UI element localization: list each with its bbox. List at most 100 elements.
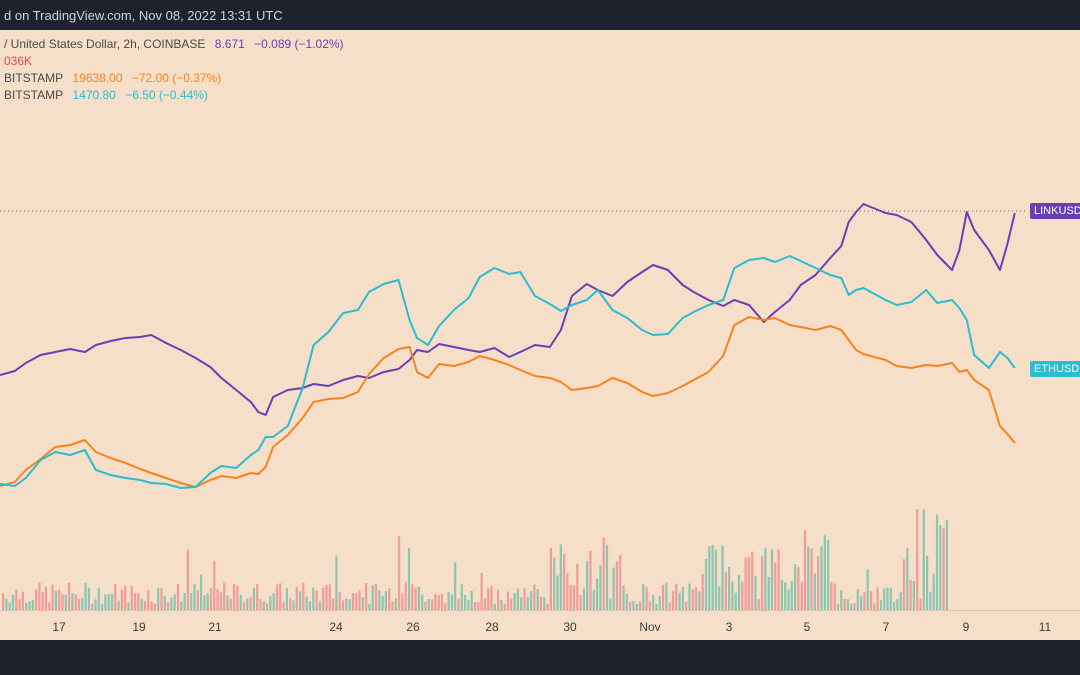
volume-bar (203, 595, 206, 610)
volume-bar (117, 600, 120, 610)
legend-row-eth: BITSTAMP 1470.80 −6.50 (−0.44%) (4, 88, 214, 102)
volume-bar (599, 565, 602, 610)
volume-bar (173, 594, 176, 610)
legend-link-name: / United States Dollar, 2h, COINBASE (4, 37, 206, 51)
volume-bar (470, 591, 473, 610)
volume-bar (744, 557, 747, 610)
volume-bar (252, 587, 255, 610)
volume-bar (308, 601, 312, 610)
volume-bar (902, 559, 906, 610)
volume-bar (302, 582, 305, 610)
volume-bar (351, 593, 354, 610)
volume-bar (794, 564, 797, 610)
time-tick-label: Nov (639, 620, 661, 634)
eth-line (0, 255, 1016, 489)
volume-bar (820, 546, 823, 610)
volume-bar (912, 580, 915, 610)
volume-bar (503, 603, 506, 610)
time-tick-label: 19 (132, 620, 146, 634)
volume-bar (572, 585, 576, 610)
source-attribution: d on TradingView.com, Nov 08, 2022 13:31… (4, 8, 283, 23)
time-tick-label: 17 (52, 620, 66, 634)
volume-bar (642, 584, 645, 610)
volume-bar (120, 589, 123, 610)
volume-bar (464, 594, 467, 610)
volume-bar (840, 590, 843, 610)
volume-bar (110, 593, 114, 610)
volume-bar (576, 563, 579, 610)
legend-eth-name: BITSTAMP (4, 88, 64, 102)
btc-line (0, 316, 1016, 488)
volume-bar (94, 599, 97, 610)
volume-bar (213, 560, 216, 610)
volume-bar (886, 587, 889, 610)
volume-bar (186, 549, 189, 610)
volume-bar (209, 588, 213, 610)
volume-bar (434, 594, 437, 610)
volume-bar (737, 575, 741, 610)
volume-bar (31, 599, 34, 610)
time-axis[interactable]: 17 19 21 24 26 28 30 Nov 3 5 7 9 11 (0, 610, 1080, 641)
volume-bar (490, 585, 493, 610)
volume-bar (539, 596, 543, 610)
volume-bar (460, 584, 463, 610)
legend-btc-name: BITSTAMP (4, 71, 64, 85)
volume-bar (239, 594, 242, 610)
volume-bar (863, 592, 866, 610)
volume-bar (520, 597, 523, 610)
volume-bar (81, 598, 84, 610)
legend-link-change: −0.089 (−1.02%) (254, 37, 344, 51)
volume-bar (817, 555, 820, 610)
volume-bar (586, 560, 589, 610)
volume-bar (827, 540, 830, 610)
volume-bar (556, 575, 559, 610)
volume-bar (675, 583, 678, 610)
volume-bar (883, 588, 886, 610)
legend-row-btc: BITSTAMP 19638.00 −72.00 (−0.37%) (4, 71, 227, 85)
volume-bar (2, 593, 5, 610)
volume-bar (97, 587, 100, 610)
volume-bar (926, 555, 929, 610)
time-tick-label: 11 (1038, 620, 1052, 634)
volume-bar (846, 599, 849, 610)
volume-bar (414, 587, 417, 610)
volume-bar (388, 588, 391, 610)
volume-bar (945, 520, 948, 610)
volume-bar (629, 601, 632, 610)
volume-bar (335, 555, 338, 610)
volume-bar (170, 597, 173, 610)
volume-bar (401, 593, 404, 610)
volume-bar (312, 587, 315, 610)
volume-bar (932, 573, 935, 610)
volume-bar (236, 585, 239, 610)
volume-bar (784, 582, 787, 610)
price-lines (0, 203, 1016, 489)
volume-bar (889, 587, 892, 610)
volume-bar (909, 579, 912, 610)
volume-bar (823, 535, 826, 610)
volume-bar (596, 578, 599, 610)
volume-bar (770, 549, 774, 610)
volume-bar (269, 596, 272, 610)
volume-bar (407, 548, 411, 610)
volume-bar (612, 567, 615, 610)
volume-bar (668, 602, 671, 610)
volume-bar (193, 583, 196, 610)
volume-bar (473, 601, 477, 610)
volume-bar (467, 600, 470, 610)
volume-bar (691, 589, 694, 610)
volume-bar (292, 600, 295, 610)
volume-bar (836, 603, 840, 610)
volume-bar (64, 594, 67, 610)
plot-area[interactable]: / United States Dollar, 2h, COINBASE 8.6… (0, 30, 1080, 610)
volume-bar (662, 584, 665, 610)
volume-bar (5, 598, 8, 610)
price-chart[interactable] (0, 30, 1080, 610)
volume-bar (493, 603, 496, 610)
volume-bar (427, 599, 430, 610)
volume-bar (233, 584, 236, 610)
volume-bar (444, 603, 447, 610)
volume-bar (226, 595, 229, 610)
volume-bar (757, 599, 760, 610)
volume-bars (2, 509, 948, 610)
